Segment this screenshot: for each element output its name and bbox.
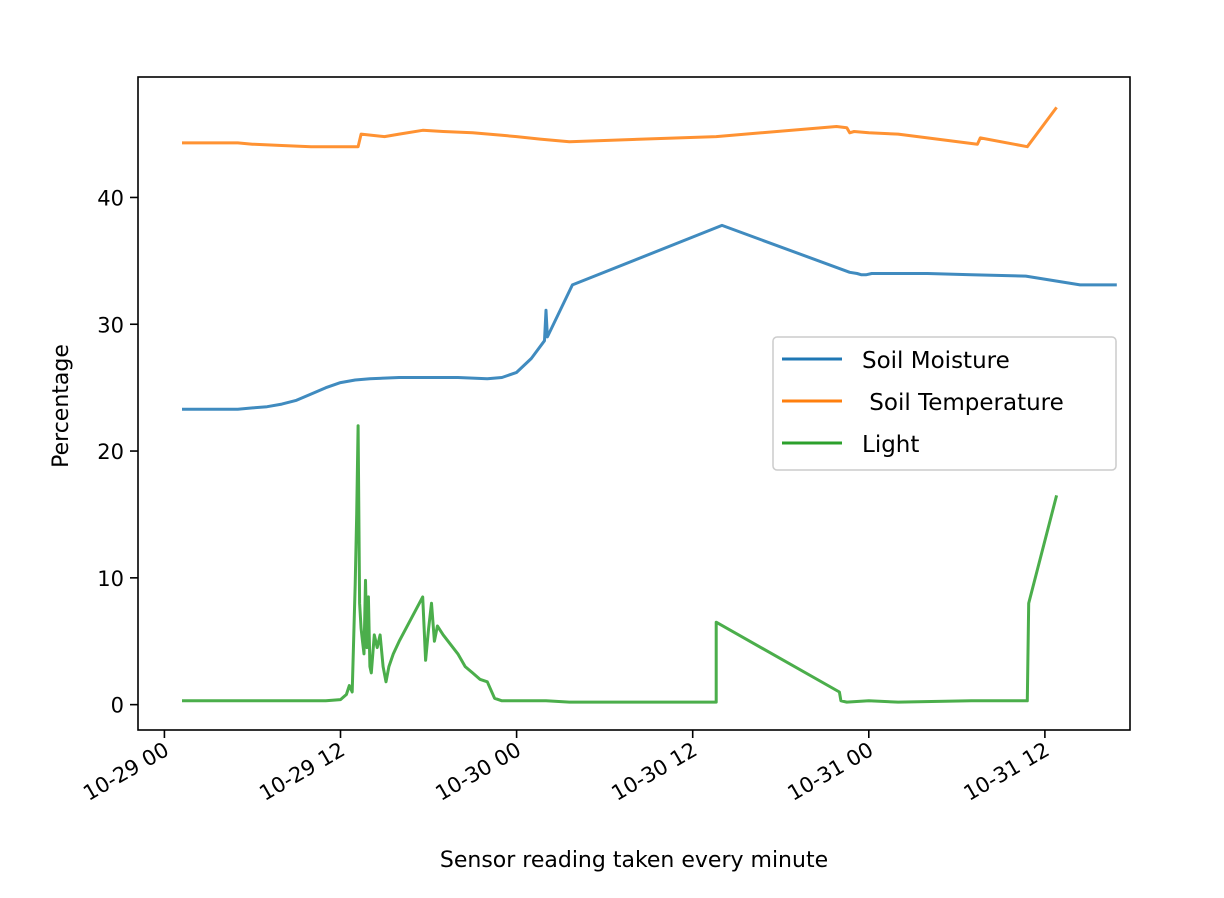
legend-label-light: Light [862, 432, 919, 458]
legend-label-soil-moisture: Soil Moisture [862, 348, 1010, 374]
y-tick-label: 10 [97, 567, 124, 591]
series-line-light [182, 424, 1059, 704]
y-tick-label: 20 [97, 440, 124, 464]
legend-label-soil-temperature: Soil Temperature [862, 390, 1064, 416]
x-axis-label: Sensor reading taken every minute [440, 848, 828, 873]
series-layer [182, 106, 1117, 704]
series-line-soil-temperature [182, 106, 1058, 149]
series-line-soil-moisture [182, 223, 1117, 411]
legend: Soil Moisture Soil Temperature Light [772, 336, 1117, 471]
y-axis: 0 10 20 30 40 [97, 186, 138, 718]
plot-frame [137, 76, 1131, 731]
y-tick-label: 40 [97, 186, 124, 210]
legend-box [772, 336, 1117, 471]
y-tick-label: 0 [111, 694, 124, 718]
y-tick-label: 30 [97, 313, 124, 337]
y-axis-label: Percentage [49, 344, 74, 468]
